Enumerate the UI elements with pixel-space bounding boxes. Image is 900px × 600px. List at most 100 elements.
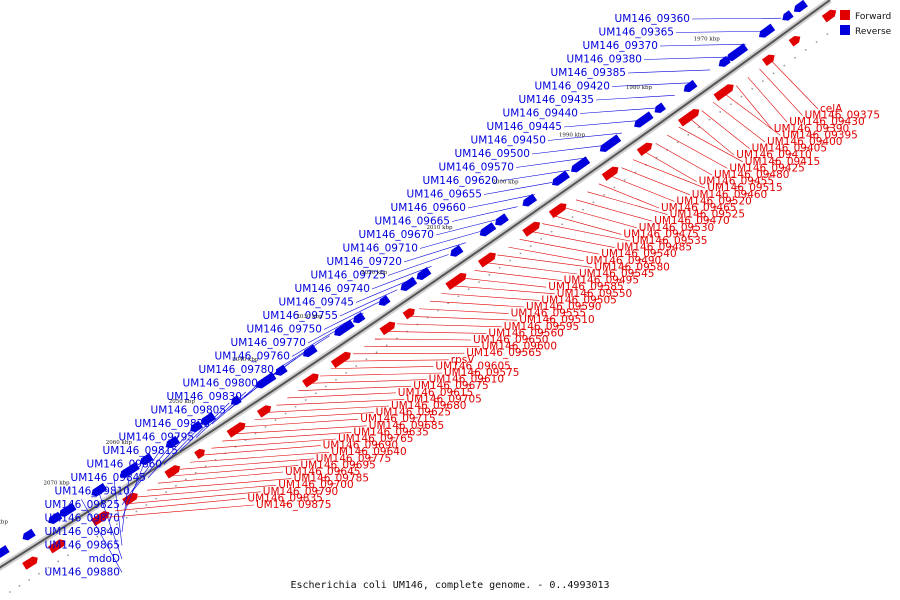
track-dot bbox=[28, 578, 31, 581]
track-dot bbox=[324, 385, 327, 388]
forward-gene-label: UM146_09525 bbox=[670, 209, 745, 221]
forward-label-leader bbox=[452, 285, 555, 295]
forward-gene-label: UM146_09505 bbox=[541, 294, 616, 306]
track-dot bbox=[125, 516, 128, 519]
reverse-gene-label: UM146_09570 bbox=[439, 162, 514, 174]
forward-label-leader bbox=[747, 76, 788, 123]
track-dot bbox=[509, 259, 511, 262]
forward-label-leader bbox=[136, 484, 277, 498]
track-dot bbox=[794, 56, 796, 59]
forward-gene-label: UM146_09495 bbox=[564, 275, 639, 287]
track-dot bbox=[145, 504, 148, 506]
forward-gene bbox=[194, 448, 205, 460]
reverse-gene bbox=[190, 420, 203, 433]
track-dot bbox=[204, 465, 207, 468]
forward-gene-label: UM146_09480 bbox=[714, 169, 789, 181]
track-dot bbox=[751, 87, 754, 90]
reverse-gene-label: UM146_09825 bbox=[45, 499, 120, 511]
reverse-gene-label: UM146_09665 bbox=[375, 216, 450, 228]
tick-label: 2070 kbp bbox=[43, 480, 70, 486]
reverse-label-leader bbox=[387, 254, 449, 276]
track-dot bbox=[194, 471, 197, 474]
reverse-gene-label: UM146_09660 bbox=[391, 202, 466, 214]
reverse-gene bbox=[139, 453, 154, 466]
reverse-gene-label: UM146_09450 bbox=[471, 135, 546, 147]
track-dot bbox=[184, 478, 187, 481]
track-dot bbox=[264, 425, 267, 428]
forward-label-leader bbox=[724, 93, 781, 136]
track-dot bbox=[314, 392, 317, 395]
forward-gene bbox=[48, 539, 66, 554]
reverse-label-leader bbox=[121, 456, 147, 519]
reverse-gene bbox=[275, 364, 288, 376]
forward-gene-label: celA bbox=[820, 103, 843, 115]
track-dot bbox=[175, 484, 177, 487]
reverse-label-leader bbox=[163, 413, 213, 465]
forward-gene-label: UM146_09455 bbox=[699, 176, 774, 188]
reverse-gene-label: UM146_09800 bbox=[183, 378, 258, 390]
forward-label-leader bbox=[712, 101, 766, 143]
reverse-label-leader bbox=[611, 82, 693, 87]
track-dot bbox=[761, 80, 764, 82]
reverse-gene bbox=[59, 502, 77, 518]
genome-caption: Escherichia coli UM146, complete genome.… bbox=[290, 580, 609, 591]
forward-label-leader bbox=[243, 418, 359, 428]
forward-gene bbox=[402, 308, 415, 320]
forward-gene-label: UM146_09645 bbox=[285, 466, 360, 478]
reverse-label-leader bbox=[355, 277, 415, 303]
track-dot bbox=[335, 378, 337, 381]
reverse-label-leader bbox=[81, 499, 123, 573]
track-dot bbox=[602, 193, 605, 196]
genome-backbone bbox=[0, 0, 831, 569]
reverse-gene bbox=[400, 276, 418, 291]
forward-label-leader bbox=[222, 432, 352, 442]
forward-gene-label: UM146_09400 bbox=[767, 136, 842, 148]
forward-label-leader bbox=[441, 293, 540, 301]
forward-gene-label: UM146_09790 bbox=[263, 486, 338, 498]
forward-gene-label: UM146_09690 bbox=[323, 440, 398, 452]
forward-gene-label: UM146_09395 bbox=[782, 129, 857, 141]
reverse-gene-label: UM146_09815 bbox=[103, 445, 178, 457]
reverse-label-leader bbox=[227, 369, 280, 411]
track-dot bbox=[345, 372, 347, 374]
track-dot bbox=[613, 186, 616, 189]
reverse-label-leader bbox=[307, 312, 364, 344]
forward-gene-label: UM146_09540 bbox=[601, 248, 676, 260]
forward-gene-label: UM146_09595 bbox=[504, 321, 579, 333]
reverse-gene bbox=[91, 483, 108, 497]
forward-gene-label: UM146_09530 bbox=[639, 222, 714, 234]
forward-gene-label: UM146_09705 bbox=[406, 393, 481, 405]
track-dot bbox=[457, 295, 460, 298]
reverse-label-leader bbox=[195, 391, 247, 438]
reverse-gene bbox=[758, 23, 776, 38]
forward-gene-label: UM146_09775 bbox=[316, 453, 391, 465]
forward-gene bbox=[477, 252, 496, 268]
forward-label-leader bbox=[667, 134, 728, 169]
forward-label-leader bbox=[701, 110, 750, 149]
forward-gene-label: UM146_09550 bbox=[557, 288, 632, 300]
forward-label-leader bbox=[147, 478, 292, 491]
track-dot bbox=[529, 245, 532, 248]
reverse-label-leader bbox=[403, 242, 466, 263]
tick-label: 2080 kbp bbox=[0, 520, 8, 526]
reverse-gene-label: UM146_09810 bbox=[55, 486, 130, 498]
forward-gene bbox=[601, 166, 619, 181]
reverse-label-leader bbox=[563, 120, 640, 128]
reverse-label-leader bbox=[451, 206, 518, 222]
reverse-gene bbox=[522, 193, 538, 207]
reverse-gene bbox=[570, 156, 591, 173]
forward-gene-label: UM146_09675 bbox=[413, 380, 488, 392]
track-dot bbox=[582, 208, 584, 211]
track-dot bbox=[37, 572, 40, 575]
reverse-label-leader bbox=[121, 446, 164, 506]
forward-label-leader bbox=[678, 126, 743, 163]
reverse-label-leader bbox=[659, 43, 746, 47]
reverse-gene-label: UM146_09670 bbox=[359, 229, 434, 241]
reverse-gene-label: UM146_09870 bbox=[45, 513, 120, 525]
forward-gene bbox=[678, 108, 700, 127]
track-dot bbox=[697, 126, 700, 129]
track-dot bbox=[284, 412, 287, 415]
tick-label: 2000 kbp bbox=[492, 179, 519, 185]
track-dot bbox=[519, 252, 522, 255]
track-dot bbox=[8, 591, 11, 593]
